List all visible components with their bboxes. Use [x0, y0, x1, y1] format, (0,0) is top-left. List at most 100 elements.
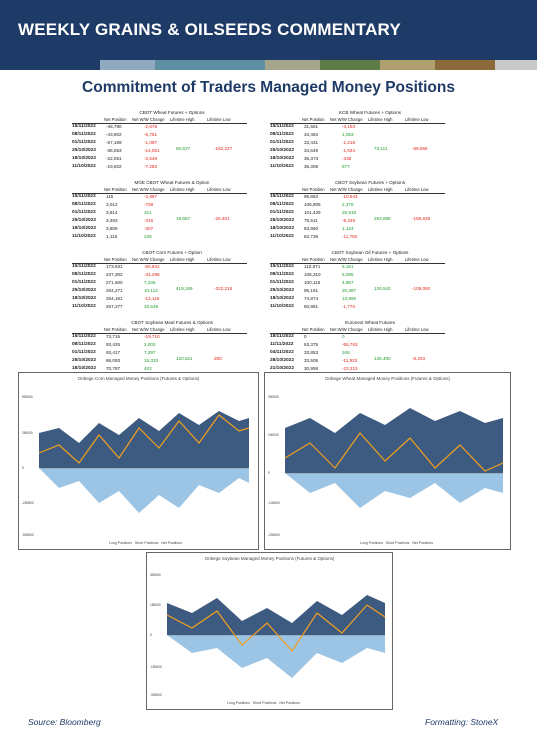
row-date: 08/11/2022: [270, 202, 294, 207]
column-header: Lifetime High: [368, 187, 393, 192]
net-line: [166, 604, 386, 652]
row-net-position: 95,862: [304, 194, 319, 199]
row-change: -14,001: [144, 148, 160, 153]
header-banner: WEEKLY GRAINS & OILSEEDS COMMENTARY: [0, 0, 537, 60]
row-net-position: 115: [106, 194, 114, 199]
row-date: 15/11/2022: [72, 124, 96, 129]
column-header: Net Position: [104, 187, 127, 192]
row-change: -1,770: [342, 304, 356, 309]
row-change: 32,649: [144, 304, 159, 309]
row-net-position: 267,277: [106, 304, 123, 309]
column-header: Net Position: [302, 117, 325, 122]
row-change: -3,153: [342, 124, 356, 129]
row-change: 677: [342, 164, 350, 169]
row-change: -316: [144, 218, 154, 223]
table-rule: [72, 192, 247, 194]
long-area: [39, 411, 249, 468]
lifetime-low: -25,401: [214, 216, 230, 221]
column-header: Lifetime High: [170, 117, 195, 122]
row-net-position: 86,093: [106, 358, 121, 363]
row-date: 01/11/2022: [72, 140, 96, 145]
row-date: 08/11/2022: [72, 342, 96, 347]
column-header: Net W/W Change: [330, 117, 363, 122]
row-change: 7,297: [144, 350, 156, 355]
row-change: 15,333: [144, 358, 159, 363]
row-change: -55,763: [342, 342, 358, 347]
row-date: 11/10/2022: [270, 304, 294, 309]
row-date: 18/10/2022: [72, 296, 97, 301]
lifetime-high: 19,667: [176, 216, 191, 221]
row-net-position: 60,881: [304, 304, 319, 309]
chart-title: Onbege Corn Managed Money Positions (Fut…: [77, 376, 200, 381]
row-net-position: 254,161: [106, 296, 123, 301]
column-header: Lifetime Low: [405, 257, 429, 262]
y-label: -500000: [22, 533, 34, 537]
column-header: Lifetime Low: [405, 187, 429, 192]
table-title: CBOT Corn Futures + Option: [142, 250, 202, 255]
table-title: CBOT Soybean Meal Futures & Options: [131, 320, 213, 325]
row-net-position: -46,780: [106, 124, 122, 129]
row-date: 25/10/2022: [72, 288, 97, 293]
lifetime-high: 135,400: [374, 356, 391, 361]
y-label: 0: [150, 633, 152, 637]
y-label: -250000: [22, 501, 34, 505]
row-change: -8,349: [342, 218, 356, 223]
column-header: Net W/W Change: [132, 187, 165, 192]
lifetime-low: 280: [214, 356, 222, 361]
column-header: Lifetime Low: [207, 257, 231, 262]
column-header: Net W/W Change: [132, 327, 165, 332]
wheat-chart-svg: [284, 408, 504, 508]
stripe-6: [380, 60, 435, 70]
corn-chart-svg: [38, 411, 250, 513]
row-change: -7,283: [144, 164, 158, 169]
legend-net: Net Positions: [412, 541, 433, 545]
row-date: 08/11/2022: [72, 272, 96, 277]
stripe-5: [320, 60, 380, 70]
row-change: 20,387: [342, 288, 357, 293]
row-change: 5,095: [342, 272, 354, 277]
row-date: 25/10/2022: [72, 218, 97, 223]
row-net-position: -67,159: [106, 140, 122, 145]
row-net-position: 110,871: [304, 264, 321, 269]
legend-short: Short Positions: [252, 701, 277, 705]
row-change: -11,923: [342, 358, 358, 363]
net-line: [38, 414, 250, 464]
row-net-position: 75,511: [304, 218, 318, 223]
lifetime-low: -109,050: [412, 286, 431, 291]
cot-table: KCB Wheat Futures + Options Net Position N…: [270, 110, 470, 176]
row-change: 25,918: [342, 210, 357, 215]
y-label: 0: [268, 471, 270, 475]
row-net-position: 82,736: [304, 234, 319, 239]
row-change: 5,161: [342, 264, 354, 269]
legend-long: Long Positions: [227, 701, 250, 705]
wheat-chart: Onbege Wheat Managed Money Positions (Fu…: [264, 372, 511, 550]
column-header: Net Position: [104, 257, 127, 262]
legend-long: Long Positions: [109, 541, 132, 545]
row-date: 11/10/2022: [72, 234, 96, 239]
row-net-position: 63,375: [304, 342, 319, 347]
stripe-8: [495, 60, 537, 70]
row-change: -759: [144, 202, 154, 207]
column-header: Lifetime High: [170, 187, 195, 192]
row-change: -1,644: [342, 148, 356, 153]
row-change: 4,957: [342, 280, 354, 285]
table-title: CBOT Soybean Oil Futures + Options: [331, 250, 409, 255]
table-title: KCB Wheat Futures + Options: [339, 110, 401, 115]
stripe-2: [100, 60, 155, 70]
table-rule: [72, 122, 247, 124]
row-net-position: 93,417: [106, 350, 121, 355]
row-date: 25/10/2022: [270, 148, 295, 153]
column-header: Net Position: [104, 327, 127, 332]
cot-table: CBOT Soybean Oil Futures + Options Net Po…: [270, 250, 470, 316]
row-date: 04/11/2022: [270, 350, 294, 355]
y-label: -100000: [268, 501, 280, 505]
chart-title: Onbege Soybean Managed Money Positions (…: [204, 556, 335, 561]
report-title: WEEKLY GRAINS & OILSEEDS COMMENTARY: [18, 20, 401, 39]
row-change: -307: [144, 226, 154, 231]
row-change: -34,298: [144, 272, 160, 277]
column-header: Net W/W Change: [132, 257, 165, 262]
row-net-position: 105,310: [304, 272, 321, 277]
soybean-chart-svg: [166, 595, 386, 678]
row-date: 01/11/2022: [72, 210, 96, 215]
row-date: 25/10/2022: [270, 218, 295, 223]
